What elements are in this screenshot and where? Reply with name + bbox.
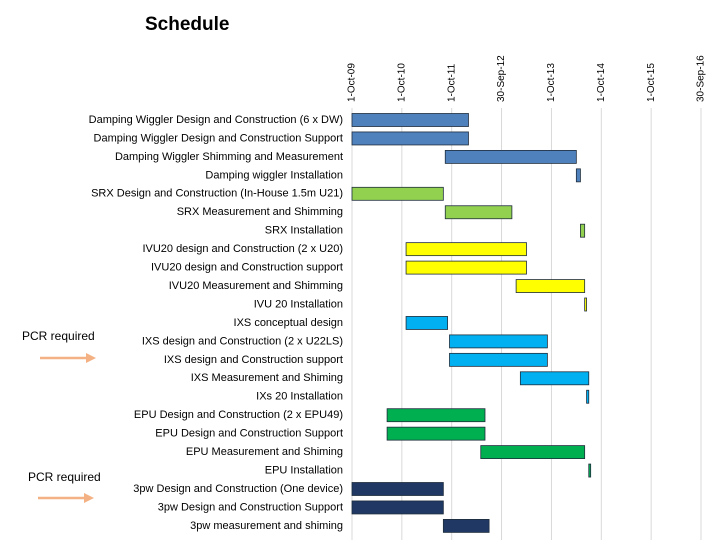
chart-title: Schedule <box>145 14 229 35</box>
x-tick-label: 1-Oct-14 <box>596 63 607 102</box>
task-label: EPU Design and Construction Support <box>155 428 343 440</box>
bar <box>515 279 586 293</box>
x-tick-label: 1-Oct-15 <box>646 63 657 102</box>
bar <box>586 389 590 404</box>
task-label: Damping wiggler Installation <box>205 169 343 181</box>
bar <box>386 426 486 441</box>
bar <box>405 260 527 275</box>
bar <box>588 463 592 478</box>
task-label: IVU20 Measurement and Shimming <box>169 280 343 292</box>
task-label: SRX Installation <box>265 225 343 237</box>
task-label: IXS Measurement and Shiming <box>191 372 343 384</box>
task-label: IXs 20 Installation <box>256 391 343 403</box>
bar <box>575 168 581 183</box>
task-label: IXS design and Construction support <box>164 354 343 366</box>
bar <box>405 242 527 257</box>
annotation: PCR required <box>22 329 95 343</box>
bar <box>580 223 586 238</box>
annotation: PCR required <box>28 470 101 484</box>
task-label: Damping Wiggler Design and Construction … <box>89 114 343 126</box>
bar <box>480 445 586 460</box>
task-label: IVU20 design and Construction (2 x U20) <box>142 243 343 255</box>
x-tick-label: 1-Oct-11 <box>446 63 457 102</box>
task-label: EPU Measurement and Shiming <box>186 446 343 458</box>
bar <box>519 371 590 386</box>
x-tick-label: 1-Oct-10 <box>396 63 407 102</box>
arrow <box>38 353 96 503</box>
task-label: IVU20 design and Construction support <box>151 262 343 274</box>
bar <box>584 297 587 312</box>
task-label: EPU Installation <box>265 464 343 476</box>
bar <box>351 500 444 515</box>
task-label: 3pw measurement and shiming <box>190 520 343 532</box>
task-label: IXS conceptual design <box>234 317 343 329</box>
bar <box>351 482 444 496</box>
task-label: Damping Wiggler Design and Construction … <box>94 132 343 144</box>
task-label: EPU Design and Construction (2 x EPU49) <box>134 409 343 421</box>
task-label: IVU 20 Installation <box>254 298 343 310</box>
bar <box>449 352 548 367</box>
task-label: SRX Design and Construction (In-House 1.… <box>91 188 343 200</box>
task-label: 3pw Design and Construction Support <box>158 501 343 513</box>
x-tick-label: 30-Sep-12 <box>496 55 507 102</box>
bar <box>405 316 448 330</box>
task-label: 3pw Design and Construction (One device) <box>133 483 343 495</box>
bar <box>442 519 490 533</box>
bar <box>444 205 513 220</box>
task-label: Damping Wiggler Shimming and Measurement <box>115 151 343 163</box>
bar <box>351 186 444 201</box>
bar <box>351 113 469 127</box>
bar <box>449 334 548 349</box>
x-tick-label: 1-Oct-09 <box>347 63 358 102</box>
task-label: IXS design and Construction (2 x U22LS) <box>142 335 343 347</box>
x-tick-label: 1-Oct-13 <box>546 63 557 102</box>
bar <box>351 131 469 146</box>
bar <box>444 149 577 164</box>
bar <box>386 408 486 423</box>
task-label: SRX Measurement and Shimming <box>177 206 343 218</box>
x-tick-label: 30-Sep-16 <box>696 55 707 102</box>
